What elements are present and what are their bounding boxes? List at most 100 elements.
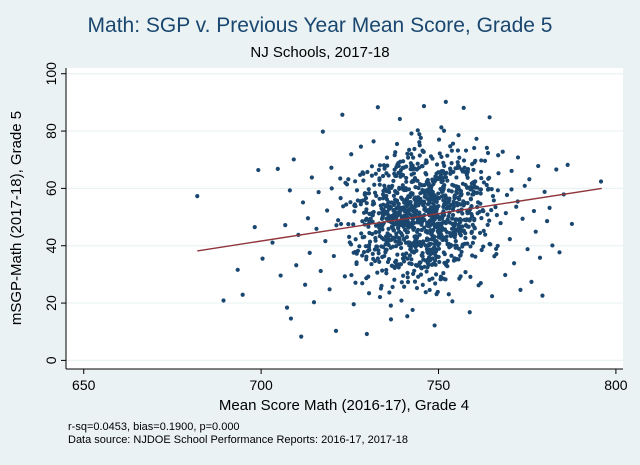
data-point	[435, 221, 440, 227]
data-point	[391, 193, 396, 198]
data-point	[392, 152, 397, 158]
data-point	[423, 160, 428, 166]
data-point	[408, 241, 413, 246]
data-point	[438, 172, 444, 177]
y-axis-title: mSGP-Math (2017-18), Grade 5	[8, 111, 25, 325]
data-point	[411, 227, 416, 232]
data-point	[468, 244, 473, 249]
data-point	[367, 239, 373, 244]
data-point	[441, 270, 446, 276]
data-point	[404, 196, 410, 201]
data-point	[507, 237, 512, 242]
data-point	[303, 282, 308, 287]
data-point	[409, 257, 414, 262]
data-point	[336, 218, 341, 223]
data-point	[433, 272, 439, 277]
data-point	[462, 165, 467, 170]
data-point	[363, 195, 369, 201]
data-point	[438, 228, 444, 234]
data-point	[377, 182, 382, 187]
data-point	[405, 270, 410, 276]
data-point	[344, 202, 349, 207]
data-point	[413, 199, 418, 205]
data-point	[436, 246, 442, 251]
data-point	[434, 292, 439, 297]
data-point	[487, 218, 492, 223]
data-point	[471, 180, 476, 185]
data-point	[404, 179, 409, 184]
data-point	[470, 240, 475, 245]
data-point	[381, 196, 386, 201]
data-point	[353, 237, 358, 242]
data-point	[404, 175, 409, 181]
data-point	[318, 268, 323, 274]
x-tick-label: 750	[427, 377, 451, 393]
data-point	[441, 204, 446, 209]
data-point	[439, 125, 444, 130]
data-point	[372, 190, 378, 195]
data-point	[367, 242, 372, 248]
data-point	[495, 243, 500, 249]
data-point	[195, 194, 200, 199]
data-point	[414, 285, 420, 291]
data-point	[493, 204, 498, 210]
data-point	[346, 222, 351, 227]
data-point	[284, 305, 290, 310]
data-point	[311, 300, 317, 305]
data-point	[422, 191, 427, 196]
data-point	[452, 196, 457, 201]
data-point	[364, 257, 369, 262]
data-point	[479, 175, 484, 181]
data-point	[447, 245, 452, 250]
data-point	[379, 283, 384, 288]
gridlines	[66, 73, 623, 361]
data-point	[522, 183, 527, 188]
data-point	[479, 158, 484, 163]
data-point	[440, 189, 445, 194]
data-point	[434, 162, 440, 167]
data-point	[430, 276, 435, 281]
data-point	[404, 251, 409, 256]
data-point	[305, 216, 311, 221]
data-point	[384, 171, 389, 176]
data-point	[436, 191, 441, 196]
data-point	[394, 221, 399, 226]
data-point	[467, 310, 472, 315]
data-point	[420, 282, 425, 287]
data-point	[458, 191, 463, 197]
data-point	[504, 192, 510, 198]
data-point	[446, 241, 452, 247]
data-point	[368, 216, 373, 221]
data-point	[381, 163, 387, 168]
data-point	[412, 146, 417, 152]
data-point	[377, 229, 382, 235]
data-point	[391, 228, 396, 233]
data-point	[409, 131, 414, 136]
data-point	[486, 176, 491, 181]
data-point	[383, 247, 388, 252]
data-point	[417, 210, 422, 215]
y-tick-label: 0	[43, 356, 59, 364]
data-point	[403, 240, 409, 245]
data-point	[550, 243, 555, 248]
data-point	[390, 214, 395, 219]
data-point	[275, 166, 280, 172]
chart-title: Math: SGP v. Previous Year Mean Score, G…	[87, 14, 553, 37]
data-point	[369, 164, 375, 169]
data-point	[329, 186, 334, 191]
data-point	[481, 244, 486, 249]
data-point	[404, 187, 409, 193]
data-point	[472, 145, 477, 151]
data-point	[386, 213, 391, 218]
data-point	[409, 152, 414, 157]
fit-line	[197, 187, 602, 252]
data-point	[382, 253, 387, 259]
data-point	[456, 225, 461, 230]
data-point	[410, 307, 415, 313]
data-point	[397, 241, 402, 247]
x-axis-title: Mean Score Math (2016-17), Grade 4	[219, 397, 469, 414]
data-point	[395, 252, 400, 257]
data-point	[394, 141, 400, 147]
data-point	[427, 200, 432, 205]
data-point	[340, 112, 345, 117]
